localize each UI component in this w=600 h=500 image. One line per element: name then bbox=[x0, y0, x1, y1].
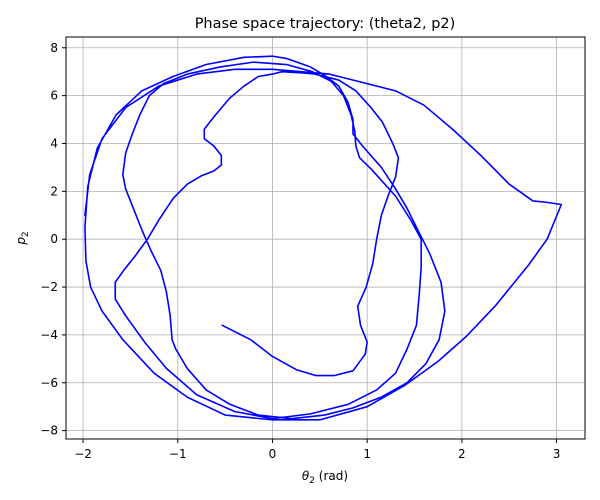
y-tick-label: 4 bbox=[50, 136, 58, 150]
y-tick-label: 2 bbox=[50, 184, 58, 198]
chart-title: Phase space trajectory: (theta2, p2) bbox=[195, 16, 456, 32]
x-tick-label: 3 bbox=[553, 447, 561, 461]
y-axis-subscript: 2 bbox=[21, 231, 31, 237]
plot-frame bbox=[65, 36, 586, 440]
y-tick-label: −2 bbox=[40, 280, 58, 294]
axes-layer bbox=[65, 36, 586, 440]
x-tick-label: −2 bbox=[74, 447, 92, 461]
x-tick-label: 1 bbox=[363, 447, 371, 461]
x-tick-label: −1 bbox=[169, 447, 187, 461]
y-tick-label: −8 bbox=[40, 424, 58, 438]
grid-layer bbox=[66, 37, 585, 439]
y-tick-label: 0 bbox=[50, 232, 58, 246]
x-axis-title: θ2 (rad) bbox=[302, 469, 348, 486]
x-axis-symbol: θ bbox=[302, 469, 310, 483]
y-tick-label: 6 bbox=[50, 89, 58, 103]
y-tick-label: 8 bbox=[50, 41, 58, 55]
tick-layer: −2 −1 0 1 2 3 −8 −6 −4 −2 0 2 4 6 8 bbox=[40, 41, 560, 461]
y-tick-label: −4 bbox=[40, 328, 58, 342]
y-axis-symbol: p bbox=[14, 237, 28, 246]
y-axis-title: p2 bbox=[14, 231, 31, 245]
x-tick-label: 2 bbox=[458, 447, 466, 461]
x-tick-label: 0 bbox=[269, 447, 277, 461]
series-layer bbox=[84, 55, 563, 421]
x-axis-unit: (rad) bbox=[315, 469, 348, 483]
trajectory-line bbox=[84, 55, 563, 421]
x-axis-subscript: 2 bbox=[309, 476, 315, 486]
y-tick-label: −6 bbox=[40, 376, 58, 390]
